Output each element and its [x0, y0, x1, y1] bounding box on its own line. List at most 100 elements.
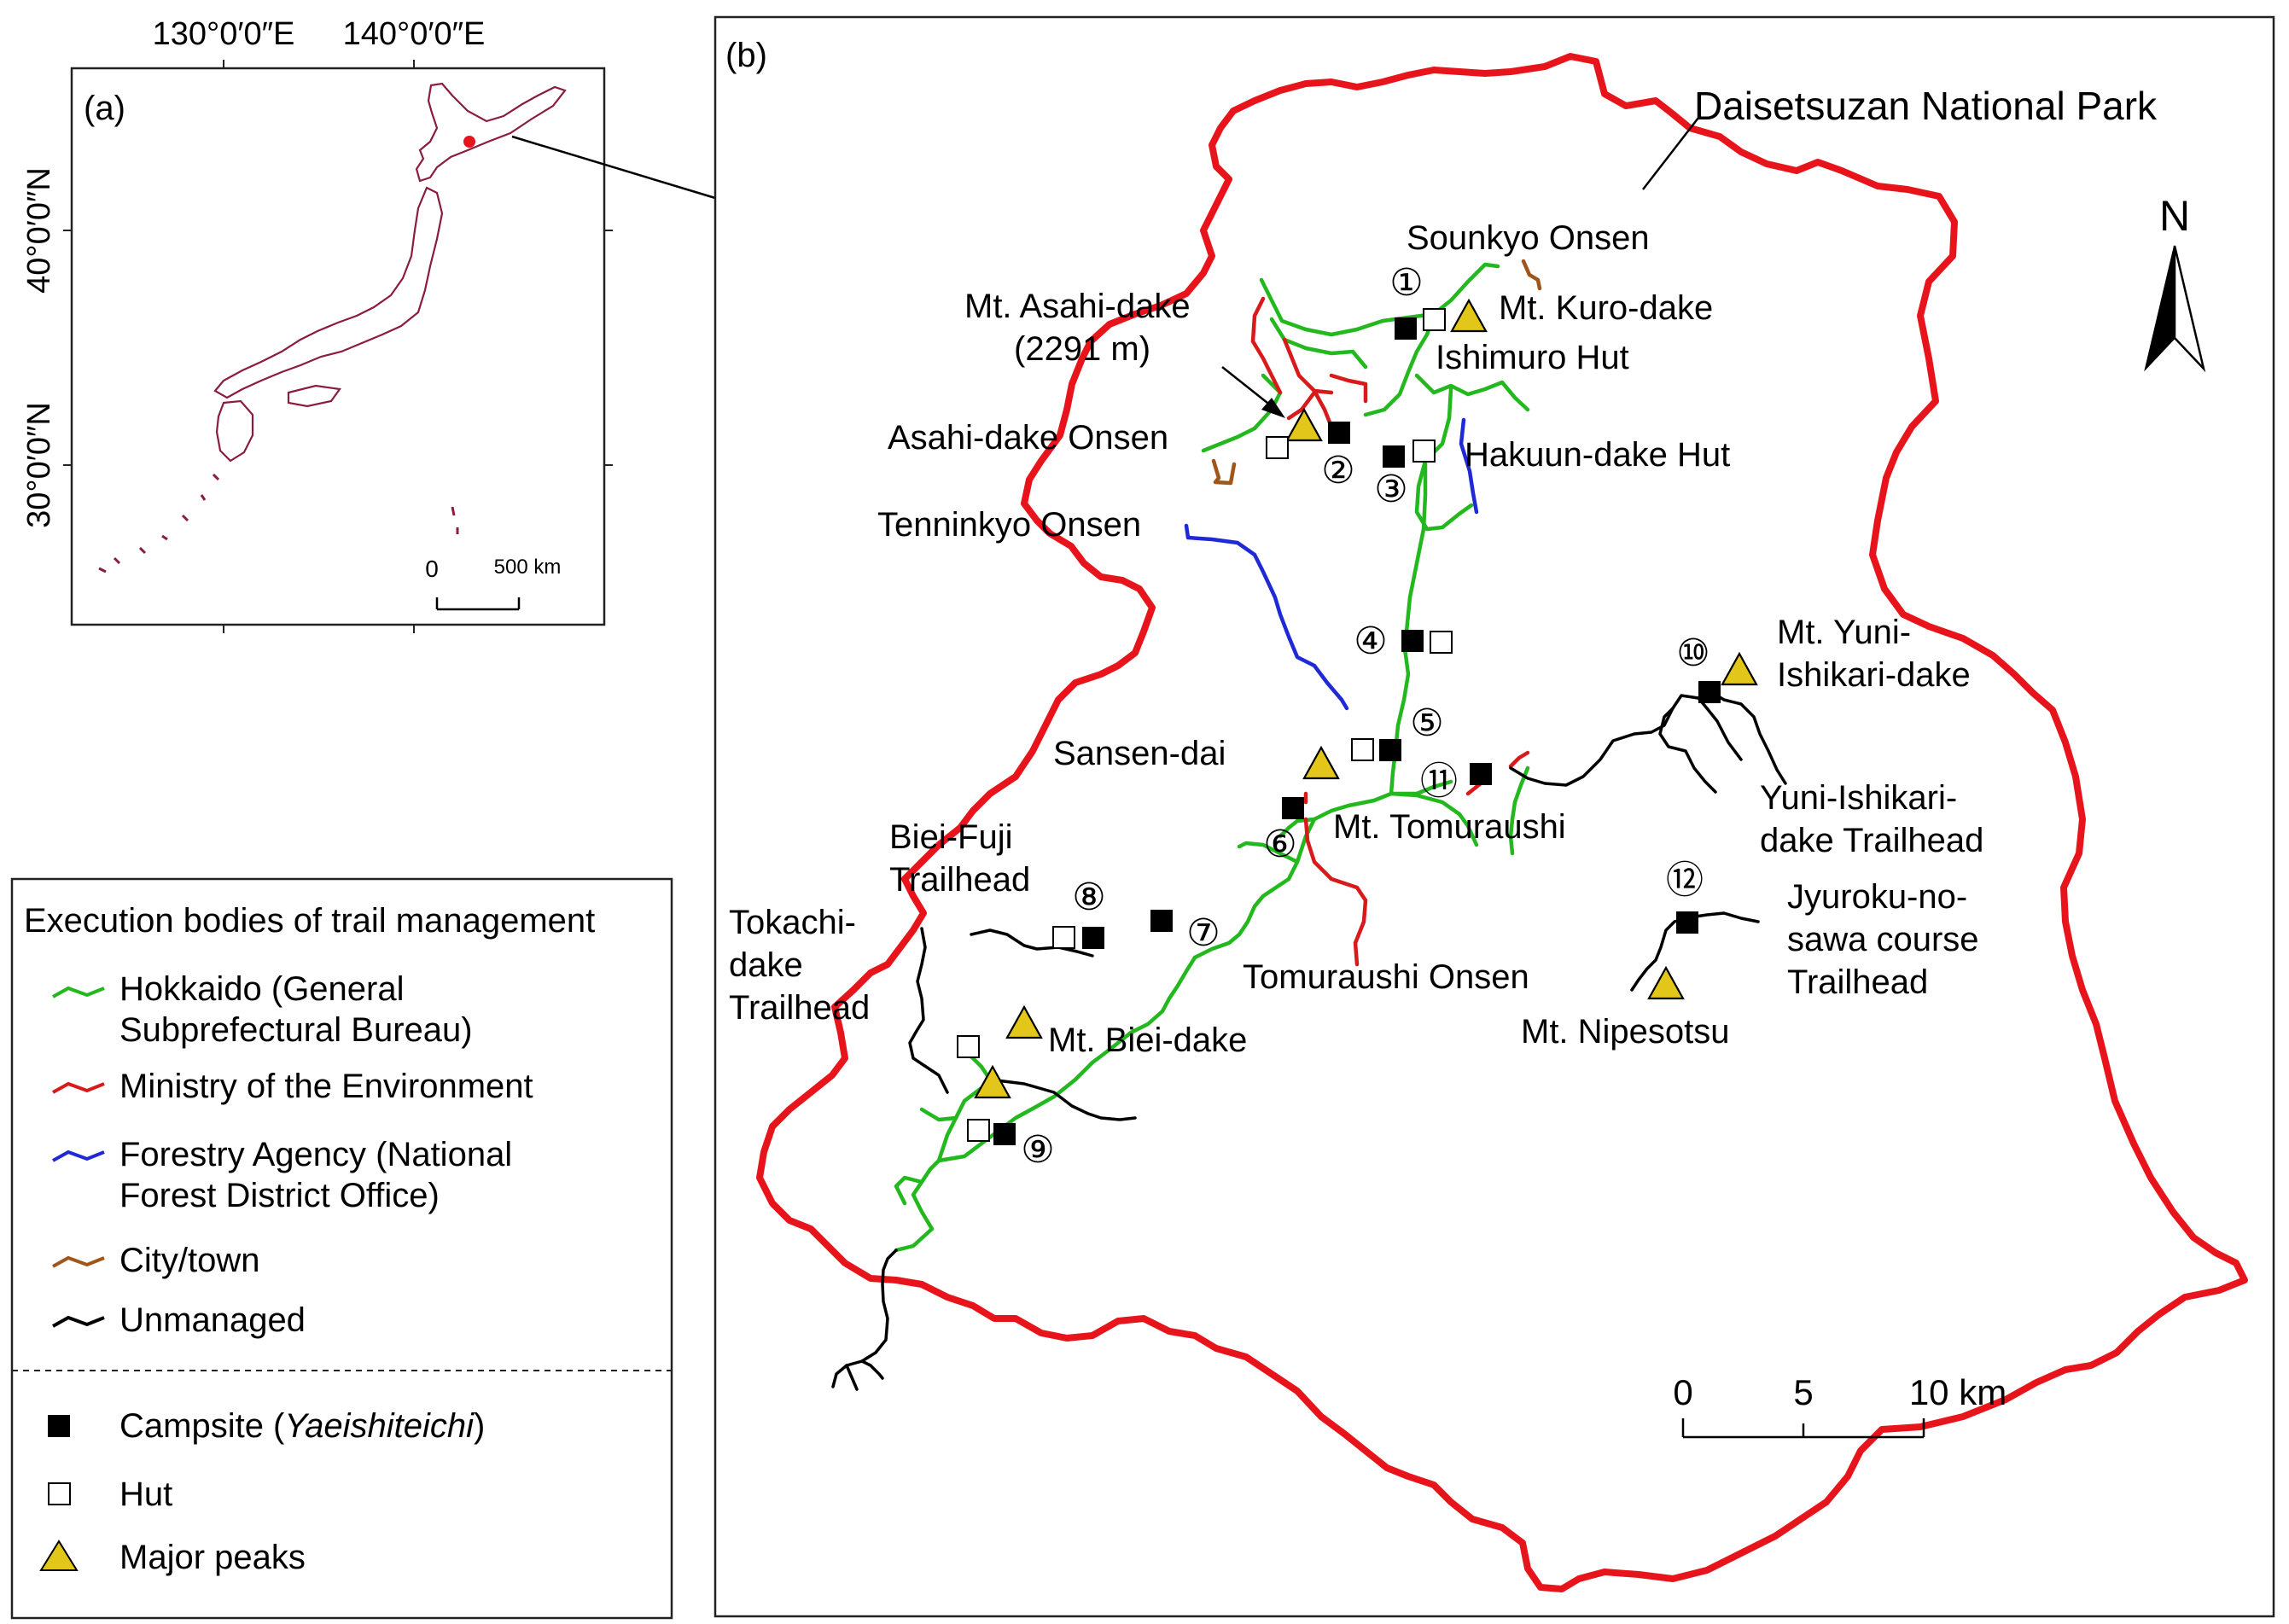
campsite-1 [1395, 317, 1417, 340]
legend-campsite-icon [48, 1415, 70, 1437]
inset-map-a: (a) 130°0′0″E 140°0′0″E 40°0′0″N 30°0′0″… [21, 16, 716, 633]
peak-asahidake [1285, 407, 1323, 442]
label-biei-fuji-line1: Biei-Fuji [889, 818, 1012, 856]
legend-hokkaido-line1: Hokkaido (General [119, 970, 405, 1008]
lat-label-40: 40°0′0″N [21, 167, 57, 294]
legend-hokkaido-line2: Subprefectural Bureau) [119, 1011, 473, 1049]
label-bieidake: Mt. Biei-dake [1048, 1022, 1247, 1059]
legend-city: City/town [119, 1242, 260, 1279]
map-scale-bar: 0 5 10 km [1673, 1372, 2007, 1439]
trails-forestry [1184, 417, 1479, 711]
peak-kurodake [1450, 298, 1488, 333]
legend-swatch-moe [52, 1081, 105, 1094]
hut-hakuun [1412, 439, 1436, 463]
site-number-8: ⑧ [1072, 876, 1105, 919]
hut-4 [1430, 631, 1453, 654]
site-number-2: ② [1321, 449, 1354, 492]
lon-label-140: 140°0′0″E [343, 16, 486, 52]
campsite-2 [1328, 422, 1350, 444]
asahidake-arrow [1221, 366, 1285, 418]
trails-city [1211, 259, 1542, 486]
label-asahidake-elev: (2291 m) [1014, 330, 1150, 368]
trails-unmanaged [831, 688, 1787, 1391]
inset-scale-zero: 0 [425, 556, 439, 582]
legend-hut-icon [48, 1482, 71, 1505]
site-number-7: ⑦ [1186, 911, 1220, 955]
campsite-9 [993, 1123, 1016, 1145]
place-labels: Sounkyo Onsen Mt. Asahi-dake (2291 m) Mt… [729, 219, 1983, 1059]
campsite-4 [1401, 630, 1424, 652]
campsite-12 [1676, 911, 1698, 934]
site-number-11: ⑪ [1420, 760, 1458, 803]
park-location-marker [463, 136, 475, 148]
label-sounkyo: Sounkyo Onsen [1407, 219, 1650, 257]
label-hakuun: Hakuun-dake Hut [1465, 436, 1730, 474]
label-tomuraushi: Mt. Tomuraushi [1333, 808, 1566, 846]
campsite-5 [1379, 739, 1401, 761]
peak-yuni-ishikari [1721, 651, 1758, 686]
lat-label-30: 30°0′0″N [21, 402, 57, 528]
map-scale-0: 0 [1673, 1372, 1692, 1412]
legend-peak-icon [39, 1540, 79, 1571]
map-scale-5: 5 [1793, 1372, 1813, 1412]
legend: Execution bodies of trail management Hok… [10, 877, 673, 1620]
legend-swatch-unmanaged [52, 1315, 105, 1328]
park-name-leader [1642, 117, 1699, 190]
site-number-6: ⑥ [1263, 823, 1296, 866]
site-number-1: ① [1389, 261, 1423, 305]
hut-8 [1052, 926, 1075, 949]
campsite-3 [1383, 445, 1405, 468]
site-number-10: ⑩ [1676, 632, 1709, 675]
label-yuni-line1: Mt. Yuni- [1777, 614, 1911, 651]
site-number-5: ⑤ [1410, 701, 1443, 745]
label-yuni-trailhead-line1: Yuni-Ishikari- [1760, 779, 1957, 817]
legend-peaks: Major peaks [119, 1539, 306, 1576]
legend-title: Execution bodies of trail management [24, 902, 595, 940]
legend-moe: Ministry of the Environment [119, 1068, 533, 1105]
legend-frame [10, 877, 673, 1620]
label-sansen: Sansen-dai [1053, 735, 1226, 772]
legend-unmanaged: Unmanaged [119, 1301, 306, 1339]
hut-asahidake [1266, 436, 1289, 459]
map-frame [713, 15, 2275, 1618]
campsite-10 [1698, 681, 1721, 703]
peak-tokachidake [974, 1064, 1011, 1099]
label-biei-fuji-line2: Trailhead [889, 861, 1030, 899]
site-number-12: ⑫ [1666, 859, 1704, 902]
label-asahidake: Mt. Asahi-dake [964, 288, 1191, 325]
legend-swatch-forestry [52, 1150, 105, 1162]
site-numbers: ① ② ③ ④ ⑤ ⑥ ⑦ ⑧ ⑨ ⑩ ⑪ ⑫ [1021, 261, 1709, 1172]
peak-bieidake [1005, 1004, 1043, 1039]
inset-panel-label: (a) [84, 90, 125, 127]
site-number-4: ④ [1354, 620, 1387, 663]
campsite-8 [1082, 927, 1104, 949]
label-tokachi-line3: Trailhead [729, 989, 870, 1027]
huts [957, 308, 1453, 1142]
map-scale-10: 10 km [1909, 1372, 2007, 1412]
legend-swatch-hokkaido [52, 986, 105, 998]
campsites [993, 317, 1721, 1145]
label-jyuroku-line2: sawa course [1787, 921, 1979, 958]
label-nipesotsu: Mt. Nipesotsu [1521, 1013, 1730, 1051]
campsite-11 [1470, 763, 1492, 785]
park-name-label: Daisetsuzan National Park [1694, 84, 2158, 128]
north-arrow: N [2144, 192, 2206, 373]
label-tomuraushi-onsen: Tomuraushi Onsen [1243, 958, 1529, 996]
connector-line [511, 135, 716, 200]
site-number-3: ③ [1374, 468, 1407, 511]
inset-scale-bar: 0 500 km [425, 556, 561, 611]
trails-hokkaido [894, 262, 1530, 1253]
site-number-9: ⑨ [1021, 1128, 1054, 1172]
label-yuni-trailhead-line2: dake Trailhead [1760, 822, 1983, 859]
peak-nipesotsu [1647, 965, 1685, 1000]
label-jyuroku-line3: Trailhead [1787, 963, 1928, 1001]
legend-campsite: Campsite (Yaeishiteichi) [119, 1407, 485, 1445]
main-map-b: (b) Daisetsuzan National Park [713, 15, 2275, 1618]
label-tokachi-line2: dake [729, 946, 803, 984]
hut-bieidake [957, 1035, 980, 1058]
inset-frame [70, 67, 606, 626]
legend-swatch-city [52, 1255, 105, 1268]
hut-9 [967, 1119, 990, 1142]
peak-tomuraushi [1302, 745, 1340, 780]
